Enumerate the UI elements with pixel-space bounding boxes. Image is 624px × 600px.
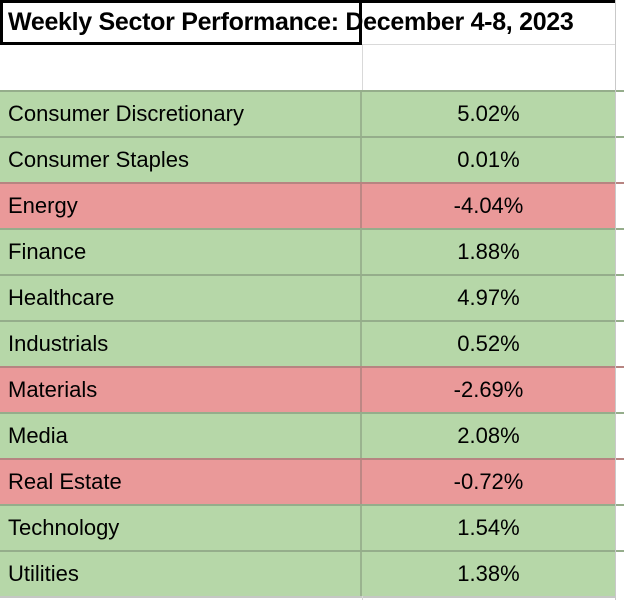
sheet-title: Weekly Sector Performance: December 4-8,… — [8, 8, 574, 36]
sector-change-cell[interactable]: 4.97% — [457, 285, 520, 310]
title-cell[interactable] — [0, 0, 362, 45]
sector-name-cell[interactable]: Consumer Staples — [0, 138, 362, 182]
table-row-energy[interactable]: Energy -4.04% — [0, 182, 624, 228]
outside-grid-area — [615, 276, 624, 320]
table-row-consumer-discretionary[interactable]: Consumer Discretionary 5.02% — [0, 90, 624, 136]
sector-name-cell[interactable]: Real Estate — [0, 460, 362, 504]
table-row-industrials[interactable]: Industrials 0.52% — [0, 320, 624, 366]
sector-change-cell[interactable]: -2.69% — [453, 377, 524, 402]
outside-grid-area — [615, 322, 624, 366]
table-row-finance[interactable]: Finance 1.88% — [0, 228, 624, 274]
table-row-healthcare[interactable]: Healthcare 4.97% — [0, 274, 624, 320]
sector-name-cell[interactable]: Healthcare — [0, 276, 362, 320]
table-row-real-estate[interactable]: Real Estate -0.72% — [0, 458, 624, 504]
table-row-media[interactable]: Media 2.08% — [0, 412, 624, 458]
sector-change-cell[interactable]: 2.08% — [457, 423, 520, 448]
sector-change-cell[interactable]: 0.52% — [457, 331, 520, 356]
right-column-gridline — [615, 0, 616, 600]
sector-name-cell[interactable]: Technology — [0, 506, 362, 550]
table-row-technology[interactable]: Technology 1.54% — [0, 504, 624, 550]
outside-grid-area — [615, 552, 624, 596]
sector-table: Consumer Discretionary 5.02% Consumer St… — [0, 90, 624, 596]
sector-change-cell[interactable]: 5.02% — [457, 101, 520, 126]
title-top-border-extension — [362, 0, 615, 3]
outside-grid-area — [615, 460, 624, 504]
table-row-materials[interactable]: Materials -2.69% — [0, 366, 624, 412]
table-row-consumer-staples[interactable]: Consumer Staples 0.01% — [0, 136, 624, 182]
outside-grid-area — [615, 230, 624, 274]
outside-grid-area — [615, 368, 624, 412]
sector-name-cell[interactable]: Utilities — [0, 552, 362, 596]
sector-name-cell[interactable]: Media — [0, 414, 362, 458]
sector-name-cell[interactable]: Energy — [0, 184, 362, 228]
sliver-column-gridline — [362, 596, 363, 600]
outside-grid-area — [615, 138, 624, 182]
sector-name-cell[interactable]: Consumer Discretionary — [0, 92, 362, 136]
sector-change-cell[interactable]: 1.38% — [457, 561, 520, 586]
sector-change-cell[interactable]: 1.88% — [457, 239, 520, 264]
sector-change-cell[interactable]: -4.04% — [453, 193, 524, 218]
sector-name-cell[interactable]: Finance — [0, 230, 362, 274]
sector-change-cell[interactable]: 0.01% — [457, 147, 520, 172]
table-row-utilities[interactable]: Utilities 1.38% — [0, 550, 624, 596]
outside-grid-area — [615, 506, 624, 550]
outside-grid-area — [615, 184, 624, 228]
outside-grid-area — [615, 92, 624, 136]
header-bottom-gridline — [362, 44, 615, 45]
blank-row-column-gridline — [362, 45, 363, 90]
outside-grid-area — [615, 414, 624, 458]
sector-change-cell[interactable]: -0.72% — [453, 469, 524, 494]
sector-change-cell[interactable]: 1.54% — [457, 515, 520, 540]
next-row-sliver — [0, 596, 615, 600]
sector-name-cell[interactable]: Materials — [0, 368, 362, 412]
sector-name-cell[interactable]: Industrials — [0, 322, 362, 366]
